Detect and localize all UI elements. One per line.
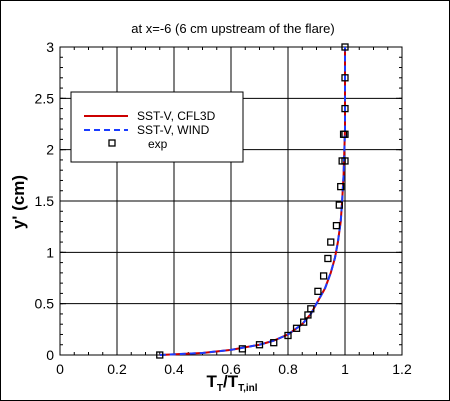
legend-swatch-exp bbox=[108, 139, 116, 147]
x-tick-label: 0.4 bbox=[164, 361, 184, 377]
y-tick-label: 0.5 bbox=[35, 296, 55, 312]
x-axis-label: TT/TT,inl bbox=[206, 372, 257, 394]
x-axis-label-main: T bbox=[206, 372, 217, 391]
exp-data-point bbox=[324, 254, 332, 263]
exp-data-point bbox=[284, 331, 292, 340]
exp-data-point bbox=[319, 272, 328, 280]
exp-data-point bbox=[341, 104, 349, 113]
exp-data-point bbox=[335, 201, 343, 209]
exp-data-point bbox=[292, 324, 301, 332]
exp-data-point bbox=[314, 287, 322, 295]
x-tick-label: 0.2 bbox=[107, 361, 127, 377]
exp-data-point bbox=[255, 341, 264, 349]
x-axis-label-slash: /T bbox=[223, 372, 239, 391]
exp-data-point bbox=[238, 345, 247, 353]
exp-data-point bbox=[270, 339, 278, 347]
exp-data-point bbox=[332, 221, 341, 230]
x-tick-label: 1 bbox=[341, 361, 349, 377]
exp-data-point bbox=[341, 43, 349, 51]
x-tick-label: 1.2 bbox=[392, 361, 412, 377]
y-tick-label: 1.5 bbox=[35, 193, 55, 209]
x-tick-label: 0.8 bbox=[278, 361, 298, 377]
x-tick-label: 0.6 bbox=[221, 361, 241, 377]
exp-data-point bbox=[300, 318, 308, 326]
exp-data-point bbox=[341, 157, 349, 165]
legend: SST-V, CFL3D SST-V, WIND exp bbox=[70, 91, 244, 163]
legend-label-wind: SST-V, WIND bbox=[137, 123, 210, 137]
y-tick-label: 2.5 bbox=[35, 90, 55, 106]
legend-label-cfl3d: SST-V, CFL3D bbox=[137, 109, 216, 123]
x-tick-label: 0 bbox=[56, 361, 64, 377]
series-layer bbox=[156, 43, 349, 359]
x-axis-label-sub2: T,inl bbox=[238, 383, 258, 394]
exp-data-point bbox=[341, 74, 349, 82]
y-tick-label: 0 bbox=[46, 347, 54, 363]
y-axis-label: y' (cm) bbox=[9, 175, 28, 229]
x-axis-label-sub1: T bbox=[217, 383, 223, 394]
y-tick-label: 3 bbox=[46, 39, 54, 55]
exp-data-point bbox=[341, 130, 349, 138]
series-exp-markers bbox=[156, 43, 349, 359]
ticks bbox=[59, 46, 403, 356]
y-tick-label: 1 bbox=[46, 244, 54, 260]
legend-label-exp: exp bbox=[148, 137, 168, 151]
series-line-wind bbox=[159, 47, 346, 356]
chart-title: at x=-6 (6 cm upstream of the flare) bbox=[131, 21, 334, 36]
y-tick-label: 2 bbox=[46, 142, 54, 158]
legend-box bbox=[70, 91, 244, 163]
exp-data-point bbox=[327, 238, 335, 246]
exp-data-point bbox=[337, 182, 345, 191]
exp-data-point bbox=[156, 351, 164, 359]
tick-labels: 0 0.2 0.4 0.6 0.8 1 1.2 0 0.5 1 1.5 2 2.5 3 bbox=[35, 39, 412, 377]
exp-data-point bbox=[307, 305, 315, 313]
